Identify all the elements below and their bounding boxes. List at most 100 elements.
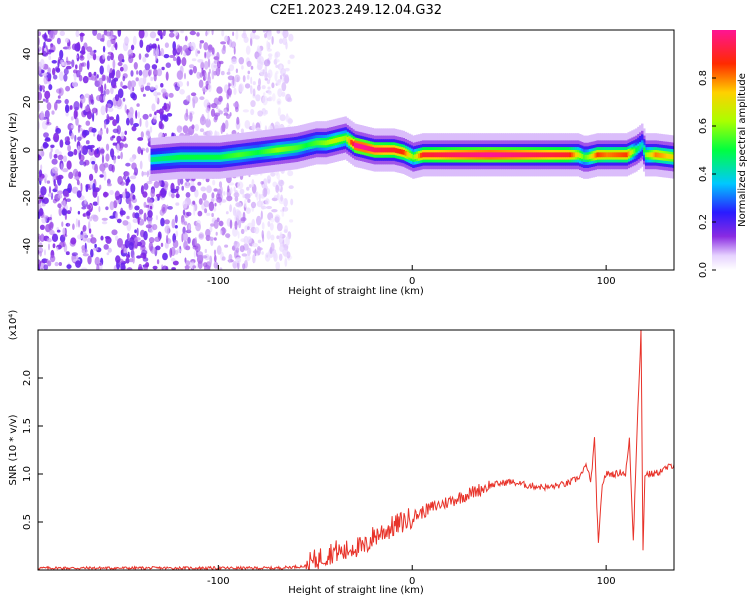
spectrogram-noise-cell — [229, 204, 233, 213]
spectrogram-noise-cell — [251, 179, 255, 187]
spectrogram-noise-cell — [142, 93, 146, 97]
spectrogram-ridge-cell — [425, 152, 429, 158]
spectrogram-noise-cell — [142, 56, 147, 63]
spectrogram-noise-cell — [45, 98, 49, 103]
spectrogram-noise-cell — [259, 69, 266, 77]
spectrogram-ridge-cell — [169, 155, 173, 161]
spectrogram-noise-cell — [165, 62, 171, 68]
spectrogram-noise-cell — [112, 59, 116, 70]
spectrogram-noise-cell — [168, 92, 174, 98]
spectrogram-noise-cell — [141, 249, 148, 256]
spectrogram-noise-cell — [106, 55, 111, 61]
y-tick-label: 1.5 — [22, 418, 33, 434]
spectrogram-ridge-cell — [398, 149, 402, 154]
spectrogram-noise-cell — [196, 71, 201, 79]
spectrogram-noise-cell — [219, 267, 223, 270]
spectrogram-noise-cell — [61, 61, 68, 67]
spectrogram-noise-cell — [125, 162, 131, 167]
spectrogram-noise-cell — [127, 251, 130, 257]
spectrogram-noise-cell — [62, 241, 66, 248]
spectrogram-noise-cell — [88, 221, 91, 231]
spectrogram-noise-cell — [110, 52, 114, 61]
spectrogram-noise-cell — [73, 176, 81, 180]
spectrogram-ridge-cell — [278, 147, 281, 153]
spectrogram-ridge-cell — [268, 148, 272, 154]
spectrogram-noise-cell — [49, 229, 55, 236]
spectrogram-ridge-cell — [441, 152, 444, 158]
spectrogram-noise-cell — [233, 186, 236, 192]
spectrogram-noise-cell — [40, 85, 46, 90]
spectrogram-ridge-cell — [280, 147, 283, 152]
spectrogram-noise-cell — [275, 64, 279, 69]
spectrogram-noise-cell — [196, 32, 200, 37]
spectrogram-noise-cell — [233, 87, 237, 95]
spectrogram-noise-cell — [147, 196, 151, 203]
snr-y-ticks: 0.5 1.0 1.5 2.0 — [22, 370, 43, 530]
spectrogram-noise-cell — [132, 35, 137, 46]
spectrogram-noise-cell — [100, 148, 105, 154]
spectrogram-noise-cell — [82, 253, 89, 257]
spectrogram-ridge-cell — [408, 152, 411, 158]
spectrogram-noise-cell — [215, 231, 218, 236]
spectrogram-noise-cell — [122, 97, 126, 102]
spectrogram-noise-cell — [275, 184, 280, 193]
spectrogram-noise-cell — [141, 170, 144, 177]
spectrogram-noise-cell — [256, 245, 261, 256]
spectrogram-noise-cell — [268, 90, 272, 95]
spectrogram-noise-cell — [194, 237, 197, 246]
spectrogram-noise-cell — [54, 261, 59, 267]
spectrogram-noise-cell — [149, 126, 153, 133]
spectrogram-noise-cell — [169, 247, 173, 258]
spectrogram-noise-cell — [277, 107, 281, 117]
spectrogram-noise-cell — [155, 245, 161, 251]
spectrogram-ridge-cell — [206, 154, 210, 160]
spectrogram-noise-cell — [102, 45, 106, 53]
spectrogram-ridge-cell — [650, 152, 654, 158]
spectrogram-noise-cell — [85, 120, 91, 126]
spectrogram-noise-cell — [215, 131, 220, 137]
spectrogram-noise-cell — [210, 103, 217, 109]
spectrogram-noise-cell — [44, 32, 47, 42]
spectrogram-noise-cell — [176, 125, 183, 133]
spectrogram-ridge-cell — [553, 152, 557, 158]
spectrogram-noise-cell — [282, 206, 285, 212]
spectrogram-noise-cell — [106, 75, 109, 84]
x-tick-label: 100 — [597, 276, 616, 287]
spectrogram-noise-cell — [44, 110, 50, 119]
spectrogram-noise-cell — [135, 110, 138, 119]
spectrogram-noise-cell — [43, 215, 49, 219]
spectrogram-ridge-cell — [160, 156, 163, 162]
spectrogram-noise-cell — [116, 114, 120, 124]
spectrogram-noise-cell — [252, 122, 255, 132]
spectrogram-noise-cell — [170, 257, 176, 262]
spectrogram-ridge-cell — [643, 147, 646, 153]
spectrogram-ridge-cell — [171, 155, 175, 161]
spectrogram-noise-cell — [250, 85, 253, 95]
spectrogram-noise-cell — [239, 245, 245, 253]
spectrogram-noise-cell — [117, 175, 124, 185]
spectrogram-noise-cell — [250, 76, 253, 85]
spectrogram-ridge-cell — [437, 152, 440, 158]
spectrogram-noise-cell — [247, 198, 251, 203]
spectrogram-noise-cell — [48, 222, 54, 231]
spectrogram-noise-cell — [190, 41, 196, 51]
spectrogram-noise-cell — [216, 196, 223, 203]
spectrogram-ridge-cell — [575, 152, 578, 158]
spectrogram-noise-cell — [200, 61, 205, 70]
spectrogram-noise-cell — [86, 46, 93, 52]
spectrogram-noise-cell — [66, 264, 72, 269]
spectrogram-noise-cell — [69, 105, 73, 110]
spectrogram-noise-cell — [73, 72, 77, 81]
spectrogram-ridge-cell — [472, 152, 475, 158]
spectrogram-noise-cell — [106, 39, 112, 48]
spectrogram-ridge-cell — [557, 152, 561, 158]
spectrogram-noise-cell — [82, 75, 89, 84]
spectrogram-ridge-cell — [290, 145, 293, 151]
spectrogram-noise-cell — [88, 228, 92, 234]
spectrogram-noise-cell — [48, 84, 53, 91]
spectrogram-noise-cell — [128, 242, 134, 251]
spectrogram-noise-cell — [116, 125, 121, 135]
spectrogram-noise-cell — [103, 191, 108, 198]
colorbar-gradient — [712, 30, 736, 270]
